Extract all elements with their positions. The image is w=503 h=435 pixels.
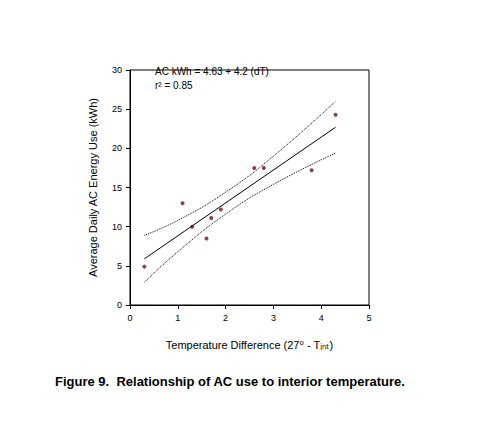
svg-text:10: 10 — [112, 222, 122, 232]
svg-text:20: 20 — [112, 143, 122, 153]
svg-text:Relationship of AC use to inte: Relationship of AC use to interior tempe… — [109, 374, 405, 389]
svg-text:Average Daily AC Energy Use (k: Average Daily AC Energy Use (kWh) — [87, 98, 99, 277]
svg-text:15: 15 — [112, 183, 122, 193]
svg-text:0: 0 — [117, 300, 122, 310]
svg-text:4: 4 — [319, 313, 324, 323]
svg-text:Temperature Difference (27⁰ -: Temperature Difference (27⁰ - Tᵢₙₜ) — [166, 339, 333, 351]
svg-text:25: 25 — [112, 104, 122, 114]
svg-text:Figure 9.: Figure 9. — [55, 374, 109, 389]
svg-text:r² = 0.85: r² = 0.85 — [155, 80, 193, 91]
svg-text:0: 0 — [127, 313, 132, 323]
svg-text:3: 3 — [271, 313, 276, 323]
svg-text:2: 2 — [223, 313, 228, 323]
svg-text:5: 5 — [366, 313, 371, 323]
svg-text:1: 1 — [175, 313, 180, 323]
svg-text:5: 5 — [117, 261, 122, 271]
svg-text:AC kWh = 4.63 + 4.2 (dT): AC kWh = 4.63 + 4.2 (dT) — [155, 66, 269, 77]
svg-text:30: 30 — [112, 65, 122, 75]
